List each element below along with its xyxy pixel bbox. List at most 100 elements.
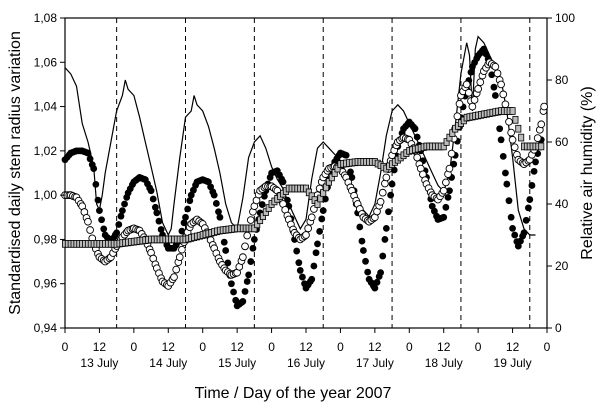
y-axis-label-left: Standardised daily stem radius variation xyxy=(7,31,24,315)
left-y-tick-label: 1,02 xyxy=(34,144,58,158)
filled-circle-point xyxy=(299,273,306,281)
y-axis-label-right: Relative air humidity (%) xyxy=(579,86,596,259)
left-y-tick-label: 0,94 xyxy=(34,321,58,335)
day-label: 16 July xyxy=(287,356,325,370)
filled-circle-point xyxy=(310,262,318,270)
filled-circle-point xyxy=(258,201,266,208)
filled-circle-point xyxy=(184,205,192,213)
open-circle-point xyxy=(243,231,252,240)
open-circle-point xyxy=(468,102,477,111)
day-label: 14 July xyxy=(149,356,187,370)
open-circle-point xyxy=(86,226,94,234)
open-circle-point xyxy=(533,134,542,142)
filled-circle-point xyxy=(382,224,390,232)
open-circle-point xyxy=(493,69,502,78)
filled-circle-point xyxy=(260,192,268,200)
filled-circle-point xyxy=(228,280,235,288)
filled-circle-point xyxy=(497,136,505,144)
left-y-tick-label: 1,08 xyxy=(34,11,58,25)
open-circle-point xyxy=(476,78,485,87)
x-tick-label: 0 xyxy=(131,340,138,354)
filled-circle-point xyxy=(147,187,155,195)
filled-circle-point xyxy=(115,221,123,228)
filled-circle-point xyxy=(186,197,194,205)
left-y-tick-label: 1,00 xyxy=(34,188,58,202)
filled-circle-point xyxy=(249,244,257,252)
x-tick-label: 0 xyxy=(544,340,551,354)
filled-circle-point xyxy=(358,237,366,245)
open-circle-point xyxy=(246,216,255,224)
day-label: 19 July xyxy=(494,356,532,370)
filled-circle-point xyxy=(442,203,450,211)
filled-circle-point xyxy=(113,229,121,237)
right-y-axis: 0 20 40 60 80 100 xyxy=(547,11,575,335)
filled-circle-point xyxy=(522,216,530,224)
x-tick-label: 12 xyxy=(437,340,451,354)
x-tick-label: 12 xyxy=(299,340,313,354)
x-tick-label: 0 xyxy=(199,340,206,354)
filled-circle-point xyxy=(467,68,475,76)
open-circle-point xyxy=(537,120,546,129)
left-y-tick-label: 1,06 xyxy=(34,55,58,69)
open-circle-point xyxy=(470,96,479,104)
open-circle-point xyxy=(455,99,464,108)
filled-circle-point xyxy=(388,180,396,188)
filled-circle-point xyxy=(98,216,105,224)
filled-circle-point xyxy=(100,225,108,233)
filled-circle-point xyxy=(342,151,350,159)
day-label: 15 July xyxy=(218,356,256,370)
open-circle-point xyxy=(505,117,513,126)
open-circle-point xyxy=(175,253,184,261)
x-tick-label: 0 xyxy=(268,340,275,354)
left-y-axis: 0,94 0,96 0,98 1,00 1,02 1,04 1,06 1,08 xyxy=(34,11,65,335)
x-tick-label: 12 xyxy=(230,340,244,354)
open-circle-point xyxy=(239,253,247,261)
left-y-tick-label: 0,98 xyxy=(34,232,58,246)
filled-circle-point xyxy=(308,275,316,283)
filled-circle-point xyxy=(385,208,392,216)
open-circle-point xyxy=(382,173,391,182)
filled-circle-point xyxy=(215,208,222,216)
open-circle-point xyxy=(499,90,508,99)
filled-circle-point xyxy=(312,249,320,257)
open-circle-point xyxy=(170,273,178,281)
filled-circle-point xyxy=(121,200,128,208)
open-circle-point xyxy=(442,178,450,187)
filled-circle-point xyxy=(96,207,103,215)
filled-circle-point xyxy=(444,193,452,201)
hatched-point xyxy=(518,133,525,142)
filled-circle-point xyxy=(314,240,321,248)
filled-circle-point xyxy=(511,231,519,239)
filled-circle-point xyxy=(230,288,237,296)
filled-circle-point xyxy=(216,213,224,221)
x-tick-label: 12 xyxy=(93,340,107,354)
open-circle-point xyxy=(491,62,500,71)
series-1 xyxy=(61,45,545,310)
right-y-tick-label: 0 xyxy=(555,321,562,335)
filled-circle-point xyxy=(526,196,534,203)
filled-circle-point xyxy=(528,182,536,189)
open-circle-point xyxy=(453,112,462,121)
filled-circle-point xyxy=(362,257,369,265)
x-tick-label: 0 xyxy=(62,340,69,354)
filled-circle-point xyxy=(446,187,453,195)
filled-circle-point xyxy=(440,213,448,221)
filled-circle-point xyxy=(379,252,387,260)
filled-circle-point xyxy=(377,269,384,277)
filled-circle-point xyxy=(319,207,327,215)
right-y-tick-label: 60 xyxy=(555,135,569,149)
filled-circle-point xyxy=(501,169,509,177)
filled-circle-point xyxy=(390,166,398,174)
left-y-tick-label: 0,96 xyxy=(34,277,58,291)
filled-circle-point xyxy=(373,278,381,286)
x-tick-label: 12 xyxy=(506,340,520,354)
open-circle-point xyxy=(447,149,456,158)
open-circle-point xyxy=(84,217,92,226)
filled-circle-point xyxy=(530,167,538,175)
filled-circle-point xyxy=(86,155,94,163)
open-circle-point xyxy=(510,143,519,152)
filled-circle-point xyxy=(155,217,163,225)
filled-circle-point xyxy=(118,207,126,215)
open-circle-point xyxy=(501,100,510,109)
